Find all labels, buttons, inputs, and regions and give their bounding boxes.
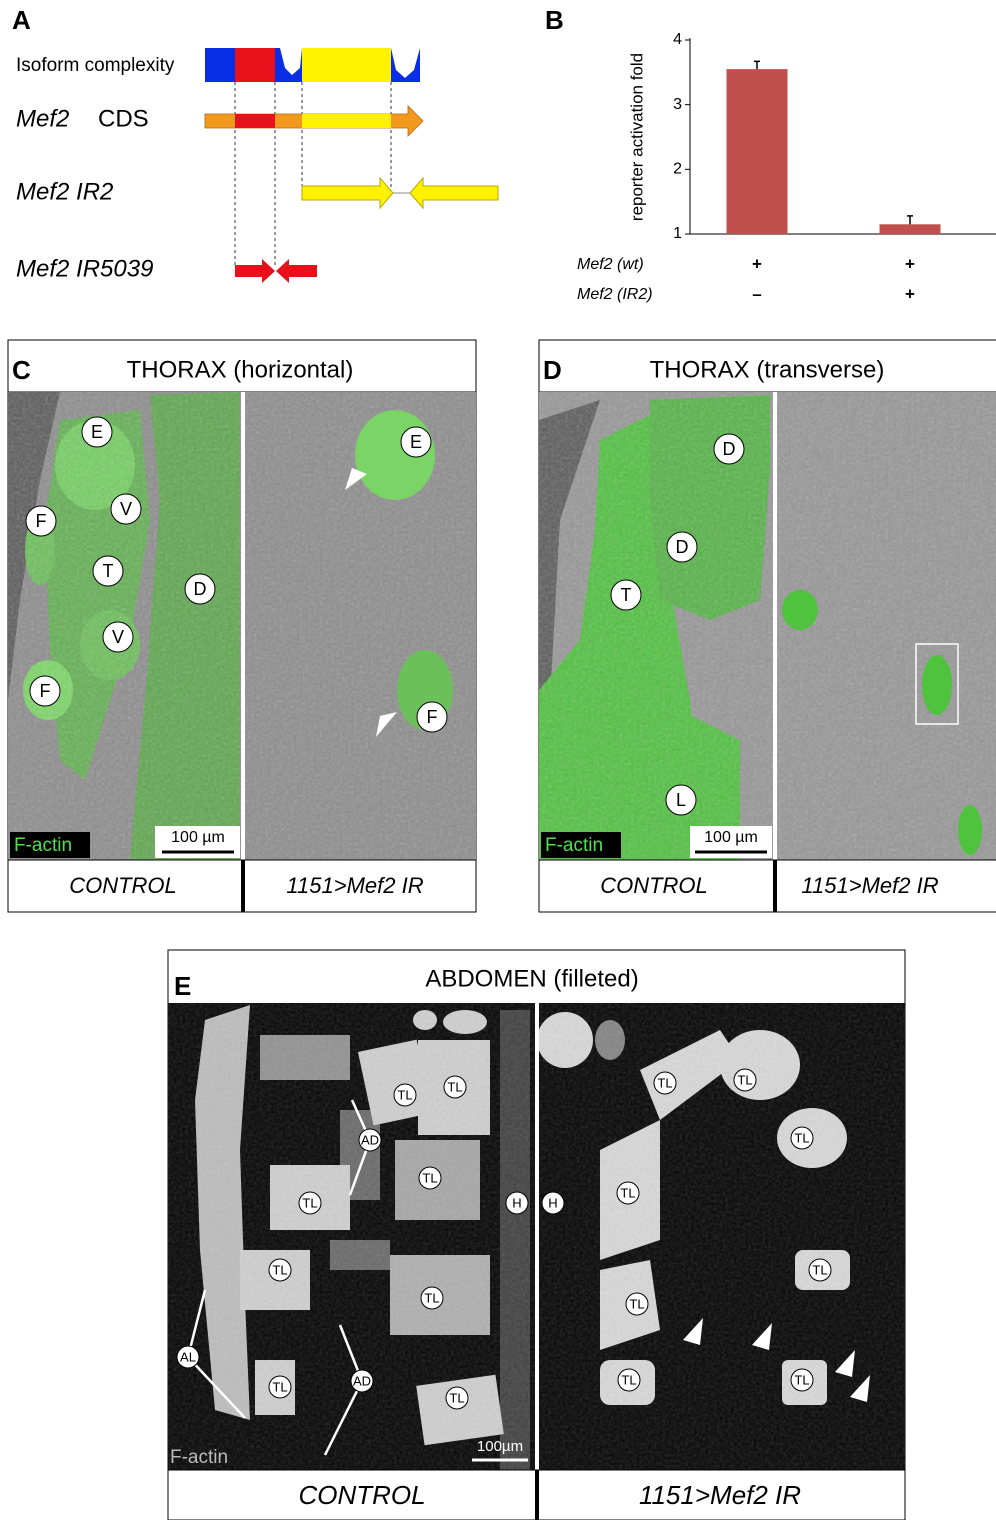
caption: CONTROL bbox=[600, 873, 708, 898]
ir-arrow bbox=[235, 259, 275, 283]
panel-b: B reporter activation fold 1 2 3 4 Mef2 (wt)… bbox=[545, 5, 996, 304]
structure-label: F bbox=[40, 681, 51, 701]
y-axis-title: reporter activation fold bbox=[627, 53, 646, 221]
structure-label: TL bbox=[272, 1262, 287, 1277]
caption: 1151>Mef2 IR bbox=[286, 873, 423, 898]
structure-label: H bbox=[512, 1195, 521, 1210]
panel-letter: B bbox=[545, 5, 564, 35]
structure-label: TL bbox=[449, 1390, 464, 1405]
structure-label: E bbox=[410, 432, 422, 452]
y-tick-label: 4 bbox=[673, 31, 682, 48]
structure-label: V bbox=[112, 627, 124, 647]
panel-letter: E bbox=[174, 971, 191, 1001]
isoform-segment bbox=[302, 48, 391, 82]
isoform-segment bbox=[235, 48, 275, 82]
structure-label: TL bbox=[447, 1079, 462, 1094]
structure-label: TL bbox=[397, 1087, 412, 1102]
panel-a: A Isoform complexity Mef2 CDS Mef2 IR2 M… bbox=[12, 5, 498, 283]
structure-label: TL bbox=[737, 1072, 752, 1087]
ir-arrow bbox=[302, 178, 393, 208]
cds-segment bbox=[235, 114, 275, 128]
y-tick-label: 3 bbox=[673, 96, 682, 113]
micrograph bbox=[168, 1003, 905, 1470]
caption: CONTROL bbox=[298, 1480, 425, 1510]
structure-label: TL bbox=[621, 1372, 636, 1387]
y-tick-label: 2 bbox=[673, 161, 682, 178]
structure-label: AD bbox=[361, 1132, 379, 1147]
scale-label: 100µm bbox=[477, 1438, 523, 1455]
structure-label: AD bbox=[353, 1373, 371, 1388]
y-tick-label: 1 bbox=[673, 225, 682, 242]
structure-label: TL bbox=[272, 1379, 287, 1394]
structure-label: V bbox=[120, 499, 132, 519]
stain-label: F-actin bbox=[170, 1447, 228, 1468]
row-label: CDS bbox=[98, 105, 149, 132]
bar bbox=[727, 69, 788, 234]
cds-segment bbox=[302, 114, 391, 128]
structure-label: F bbox=[427, 707, 438, 727]
structure-label: TL bbox=[794, 1130, 809, 1145]
structure-label: TL bbox=[629, 1296, 644, 1311]
condition-mark: + bbox=[752, 254, 762, 273]
panel-title: ABDOMEN (filleted) bbox=[425, 965, 638, 992]
condition-mark: + bbox=[905, 254, 915, 273]
ir-arrow bbox=[276, 259, 317, 283]
micrograph bbox=[539, 392, 996, 860]
structure-label: T bbox=[103, 561, 114, 581]
structure-label: D bbox=[723, 439, 736, 459]
structure-label: TL bbox=[657, 1075, 672, 1090]
structure-label: TL bbox=[302, 1195, 317, 1210]
panel-letter: A bbox=[12, 5, 31, 35]
structure-label: T bbox=[621, 585, 632, 605]
caption: 1151>Mef2 IR bbox=[801, 873, 938, 898]
condition-label: Mef2 (IR2) bbox=[577, 286, 653, 303]
panel-title: THORAX (horizontal) bbox=[127, 356, 354, 383]
caption: CONTROL bbox=[69, 873, 177, 898]
guide-lines bbox=[235, 82, 391, 268]
structure-label: AL bbox=[180, 1349, 196, 1364]
structure-label: H bbox=[548, 1195, 557, 1210]
structure-label: F bbox=[36, 511, 47, 531]
structure-label: TL bbox=[620, 1185, 635, 1200]
structure-label: TL bbox=[422, 1170, 437, 1185]
row-label: Isoform complexity bbox=[16, 55, 175, 76]
figure: A Isoform complexity Mef2 CDS Mef2 IR2 M… bbox=[0, 0, 996, 1520]
construct-label: Mef2 IR5039 bbox=[16, 255, 153, 282]
panel-letter: C bbox=[12, 355, 31, 385]
structure-label: TL bbox=[424, 1290, 439, 1305]
condition-mark: – bbox=[752, 284, 761, 303]
condition-label: Mef2 (wt) bbox=[577, 256, 644, 273]
panel-letter: D bbox=[543, 355, 562, 385]
ir-arrow bbox=[410, 178, 498, 208]
stain-label: F-actin bbox=[14, 835, 72, 856]
structure-label: E bbox=[91, 422, 103, 442]
bar bbox=[880, 224, 941, 234]
construct-label: Mef2 IR2 bbox=[16, 178, 113, 205]
structure-label: TL bbox=[794, 1372, 809, 1387]
micrograph bbox=[8, 392, 476, 860]
panel-d: D THORAX (transverse) F-actin 100 µm CON… bbox=[539, 340, 996, 912]
gene-name: Mef2 bbox=[16, 105, 69, 132]
structure-label: TL bbox=[812, 1262, 827, 1277]
panel-c: C THORAX (horizontal) F-actin 100 µm CON… bbox=[8, 340, 476, 912]
structure-label: D bbox=[194, 579, 207, 599]
condition-mark: + bbox=[905, 284, 915, 303]
caption: 1151>Mef2 IR bbox=[639, 1480, 801, 1510]
structure-label: D bbox=[676, 537, 689, 557]
stain-label: F-actin bbox=[545, 835, 603, 856]
panel-e: E ABDOMEN (filleted) F-actin 100µ bbox=[168, 950, 905, 1520]
scale-label: 100 µm bbox=[171, 829, 225, 846]
structure-label: L bbox=[676, 790, 686, 810]
scale-label: 100 µm bbox=[704, 829, 758, 846]
panel-title: THORAX (transverse) bbox=[650, 356, 885, 383]
